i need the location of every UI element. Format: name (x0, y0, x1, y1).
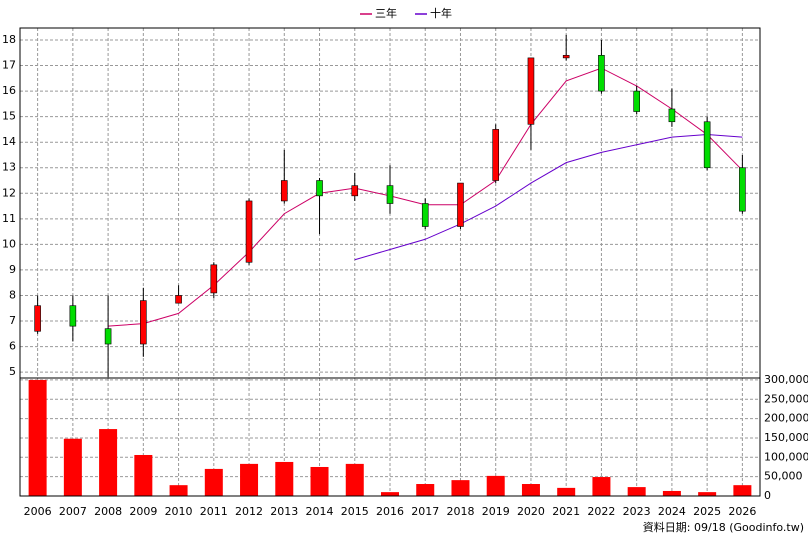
x-tick-label: 2006 (24, 505, 52, 518)
candle-body (527, 57, 535, 125)
candle-body (245, 200, 253, 263)
x-tick-label: 2008 (94, 505, 122, 518)
volume-bar (627, 487, 646, 496)
x-tick-label: 2007 (59, 505, 87, 518)
candle-body (351, 185, 359, 197)
candle-body (421, 203, 429, 227)
volume-bar (521, 484, 540, 496)
x-tick-label: 2019 (482, 505, 510, 518)
volume-bar (416, 484, 435, 496)
footnote: 資料日期: 09/18 (Goodinfo.tw) (643, 520, 804, 534)
y-tick-label: 18 (2, 33, 16, 46)
volume-bar (451, 480, 470, 496)
x-tick-label: 2026 (728, 505, 756, 518)
volume-bar (275, 461, 294, 496)
x-tick-label: 2022 (587, 505, 615, 518)
y-tick-label: 17 (2, 59, 16, 72)
volume-bar (698, 492, 717, 496)
candle-body (492, 129, 500, 181)
y-tick-label: 12 (2, 186, 16, 199)
y-tick-label: 11 (2, 212, 16, 225)
candle-body (104, 328, 112, 345)
y-tick-label: 8 (9, 288, 16, 301)
y2-tick-label: 300,000 (764, 373, 808, 386)
volume-bar (345, 463, 364, 496)
candle-body (210, 264, 218, 294)
candle-body (562, 55, 570, 59)
y-tick-label: 7 (9, 314, 16, 327)
x-tick-label: 2021 (552, 505, 580, 518)
volume-bar (134, 454, 153, 496)
volume-bar (733, 485, 752, 496)
candle-body (633, 90, 640, 112)
x-tick-label: 2023 (623, 505, 651, 518)
y-tick-label: 10 (2, 237, 16, 250)
volume-bar (557, 487, 576, 496)
candle-body (739, 167, 746, 212)
volume-bar (204, 468, 223, 496)
candle-body (34, 305, 41, 332)
y-tick-label: 9 (9, 263, 16, 276)
volume-bar (662, 490, 681, 496)
candle-body (598, 55, 605, 92)
x-tick-label: 2024 (658, 505, 686, 518)
candle-body (703, 121, 711, 169)
x-tick-label: 2012 (235, 505, 263, 518)
y2-tick-label: 50,000 (764, 470, 803, 483)
volume-bar (486, 475, 505, 496)
x-tick-label: 2011 (200, 505, 228, 518)
y2-tick-label: 150,000 (764, 431, 808, 444)
volume-bar (592, 477, 611, 496)
y-tick-label: 6 (9, 340, 16, 353)
legend-label: 三年 (375, 6, 397, 20)
volume-bar (310, 466, 329, 496)
y2-tick-label: 100,000 (764, 450, 808, 463)
x-tick-label: 2018 (446, 505, 474, 518)
volume-bar (63, 438, 82, 496)
x-tick-label: 2025 (693, 505, 721, 518)
x-tick-label: 2013 (270, 505, 298, 518)
y-tick-label: 14 (2, 135, 16, 148)
x-tick-label: 2015 (341, 505, 369, 518)
x-tick-label: 2020 (517, 505, 545, 518)
candle-body (386, 185, 394, 204)
y2-tick-label: 0 (764, 489, 771, 502)
candle-body (457, 182, 464, 227)
candle-body (668, 108, 676, 123)
plot-border (19, 27, 761, 497)
ma-line (354, 134, 743, 261)
candle-body (175, 295, 182, 304)
y-tick-label: 5 (9, 365, 16, 378)
candle-body (280, 180, 288, 202)
x-tick-label: 2010 (165, 505, 193, 518)
y-tick-label: 13 (2, 161, 16, 174)
candle-body (140, 300, 147, 345)
volume-bar (99, 429, 118, 496)
y-tick-label: 16 (2, 84, 16, 97)
volume-bar (381, 492, 399, 496)
x-tick-label: 2009 (129, 505, 157, 518)
volume-bar (240, 463, 259, 496)
x-tick-label: 2016 (376, 505, 404, 518)
candle-body (69, 305, 77, 327)
volume-bar (169, 485, 188, 496)
y-tick-label: 15 (2, 110, 16, 123)
candle-body (316, 180, 323, 197)
volume-bar (28, 379, 47, 496)
legend-label: 十年 (430, 6, 452, 20)
y2-tick-label: 200,000 (764, 412, 808, 425)
x-tick-label: 2017 (411, 505, 439, 518)
x-tick-label: 2014 (306, 505, 334, 518)
y2-tick-label: 250,000 (764, 392, 808, 405)
